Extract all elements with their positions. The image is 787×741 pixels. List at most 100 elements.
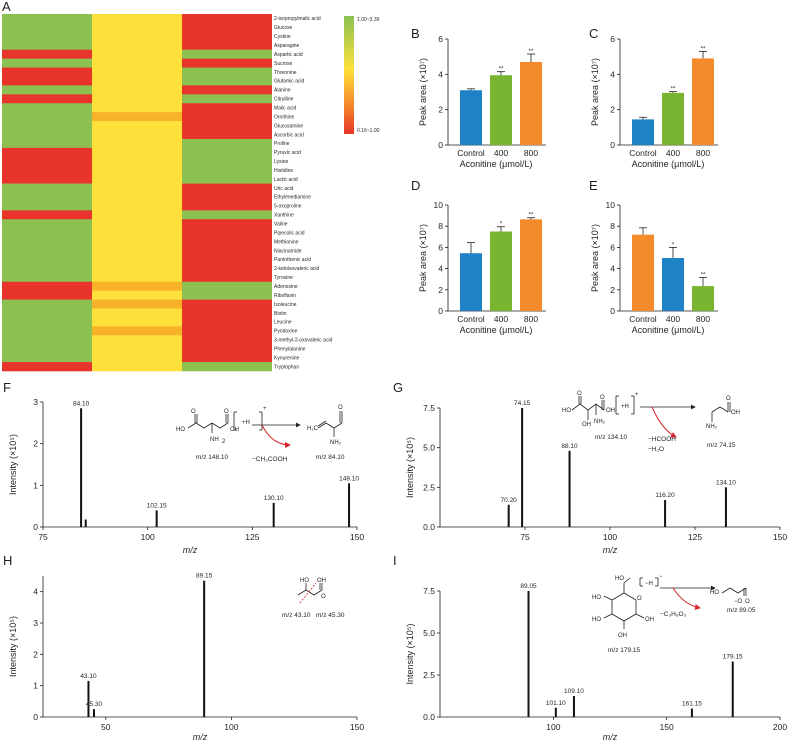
x-tick-label: Control (629, 148, 657, 158)
heatmap-cell (2, 290, 92, 300)
heatmap-cell (182, 94, 272, 104)
x-tick-label: 150 (350, 532, 364, 542)
heatmap-cell (2, 228, 92, 238)
heatmap-cell (92, 254, 182, 265)
heatmap-cell (182, 103, 272, 113)
heatmap-cell (92, 219, 182, 229)
heatmap-cell (182, 130, 272, 140)
bar (662, 258, 684, 311)
heatmap-cell (2, 335, 92, 345)
parent-ion-i: m/z 179.15 (608, 647, 641, 654)
loss-arrow-i (672, 587, 701, 611)
heatmap-row-label: Alanine (274, 88, 291, 94)
svg-text:O: O (637, 596, 642, 602)
heatmap-cell (182, 299, 272, 309)
heatmap-cell (92, 130, 182, 140)
x-tick-label: Control (629, 314, 657, 324)
svg-text:−H: −H (645, 581, 653, 587)
heatmap-row-label: Biotin (274, 311, 287, 317)
heatmap-cell (2, 40, 92, 50)
heatmap-cell (182, 254, 272, 265)
heatmap-cell (182, 40, 272, 50)
x-tick-label: 400 (494, 148, 508, 158)
heatmap-cell (182, 174, 272, 184)
heatmap-row-label: Isoleucine (274, 302, 297, 308)
structure-parent-g (571, 395, 635, 420)
heatmap-cell (92, 272, 182, 283)
svg-text:NH: NH (210, 437, 219, 443)
x-tick-label: 100 (224, 722, 238, 732)
y-axis-label: Intensity (×10⁵) (8, 616, 18, 677)
heatmap-cell (182, 246, 272, 256)
peak-label: 130.10 (264, 495, 284, 502)
bar (460, 90, 482, 145)
heatmap-cell (92, 58, 182, 68)
heatmap-cell (92, 94, 182, 104)
y-tick-label: 5.0 (423, 443, 435, 453)
x-tick-label: 100 (546, 722, 560, 732)
spectrum-f: F 0 1 2 3 75 100 125 150 84.10 102.15 130.10 148.10 m… (3, 380, 364, 555)
heatmap-cell (182, 228, 272, 238)
svg-text:+H: +H (621, 404, 629, 410)
x-tick-label: 800 (524, 314, 538, 324)
svg-text:OH: OH (618, 633, 627, 639)
heatmap-cell (2, 147, 92, 158)
svg-text:O: O (726, 396, 731, 402)
heatmap-cell (182, 147, 272, 158)
y-tick-label: 3 (33, 397, 38, 407)
heatmap-cell (92, 147, 182, 158)
svg-text:O: O (321, 594, 326, 600)
heatmap-row-label: Adenosine (274, 284, 298, 290)
heatmap-cell (2, 344, 92, 354)
heatmap-cell (92, 103, 182, 113)
y-axis-label: Intensity (×10⁵) (405, 437, 415, 498)
fragment-left-h: m/z 43.10 (282, 612, 311, 619)
y-tick-label: 4 (33, 587, 38, 597)
significance-mark: ** (701, 46, 706, 52)
heatmap-cell (92, 308, 182, 318)
x-tick-label: 100 (141, 532, 155, 542)
heatmap-scale-high: 1.00~3.39 (357, 17, 380, 23)
y-tick-label: 2 (438, 285, 443, 295)
y-tick-label: 0 (610, 140, 615, 150)
heatmap-cell (92, 67, 182, 77)
svg-text:OH: OH (731, 410, 740, 416)
heatmap-cell (182, 67, 272, 77)
y-tick-label: 6 (610, 34, 615, 44)
x-tick-label: Control (457, 314, 485, 324)
neutral-loss-g-1: −HCOOH (648, 436, 676, 443)
y-axis-label: Peak area (×10⁷) (590, 58, 600, 126)
bar (632, 234, 654, 311)
peak-label: 161.15 (682, 701, 702, 708)
heatmap-cell (182, 165, 272, 175)
heatmap-cell (2, 192, 92, 202)
svg-text:HO: HO (615, 576, 624, 582)
y-tick-label: 10 (434, 200, 444, 210)
y-tick-label: 1 (33, 480, 38, 490)
svg-text:+: + (635, 392, 639, 398)
heatmap-cell (182, 121, 272, 131)
peak-label: 45.30 (86, 701, 103, 708)
heatmap-row-label: 5-oxoproline (274, 204, 302, 210)
peak-label: 74.15 (514, 400, 531, 407)
heatmap-cell (2, 138, 92, 149)
bar (662, 92, 684, 145)
heatmap-cell (182, 31, 272, 42)
svg-text:OH: OH (645, 617, 654, 623)
y-tick-label: 0.0 (423, 522, 435, 532)
svg-text:HO: HO (592, 617, 601, 623)
svg-text:OH: OH (606, 408, 615, 414)
y-tick-label: 1 (33, 681, 38, 691)
svg-text:NH₂: NH₂ (706, 424, 718, 430)
significance-mark: * (672, 242, 675, 248)
spectrum-h: H 0 1 2 3 4 50 100 150 43.10 45.30 89.15 m/z Intensit… (3, 553, 364, 741)
svg-text:+: + (263, 406, 267, 412)
heatmap-cell (182, 353, 272, 363)
heatmap-cell (2, 94, 92, 104)
y-axis-label: Peak area (×10⁷) (418, 224, 428, 292)
bar (692, 58, 714, 145)
heatmap-cell (92, 210, 182, 220)
y-axis-label: Intensity (×10⁵) (405, 623, 415, 684)
heatmap-cell (2, 246, 92, 256)
heatmap-cell (92, 183, 182, 193)
